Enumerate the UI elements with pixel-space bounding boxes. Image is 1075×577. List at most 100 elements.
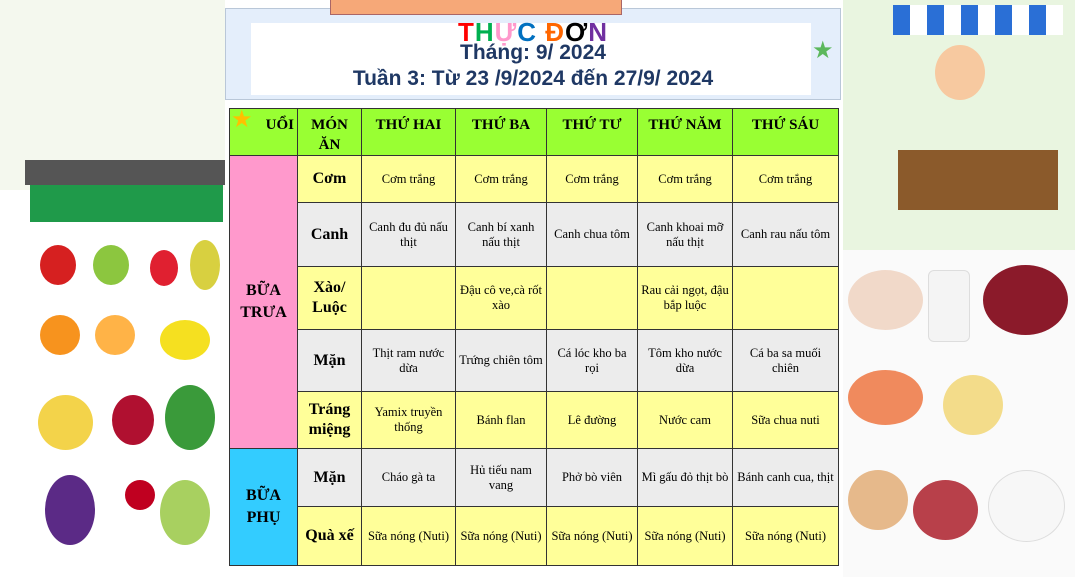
green-band [30, 185, 223, 222]
table-row: Mặn Thịt ram nước dừa Trứng chiên tôm Cá ló… [230, 329, 839, 392]
menu-cell: Cơm trắng [732, 155, 839, 203]
menu-title: THỰC ĐƠN [226, 17, 840, 48]
menu-cell: Nước cam [637, 391, 733, 449]
menu-cell: Bánh canh cua, thịt [732, 448, 839, 507]
orange-tab [330, 0, 622, 15]
vendor-image [935, 45, 985, 100]
market-vendor-illustration [843, 0, 1075, 250]
title-letter: C [517, 17, 538, 47]
menu-cell: Cơm trắng [637, 155, 733, 203]
table-row: BỮA TRƯA Cơm Cơm trắng Cơm trắng Cơm trắng Cơ… [229, 155, 839, 449]
dish-type: Canh [297, 202, 362, 267]
menu-cell: Cơm trắng [546, 155, 638, 203]
menu-cell: Sữa nóng (Nuti) [361, 506, 456, 566]
column-header: MÓN ĂN [297, 108, 362, 156]
beef-image [983, 265, 1068, 335]
green-apple-image [93, 245, 129, 285]
month-label: Tháng: 9/ 2024 [460, 41, 606, 64]
column-header: THỨ BA [455, 108, 547, 156]
title-letter: Đ [545, 17, 566, 47]
menu-cell: Cháo gà ta [361, 448, 456, 507]
column-header: THỨ SÁU [732, 108, 839, 156]
menu-cell: Yamix truyền thống [361, 391, 456, 449]
eggs-image [848, 470, 908, 530]
chicken-image [848, 270, 923, 330]
table-row: Tráng miệng Yamix truyền thống Bánh flan Lê… [230, 391, 839, 449]
dish-type: Cơm [297, 155, 362, 203]
table-row: BỮA PHỤ Mặn Cháo gà ta Hủ tiếu nam vang Phở … [229, 448, 839, 566]
title-letter: Ự [494, 17, 518, 47]
orange-image [40, 315, 80, 355]
menu-cell: Phở bò viên [546, 448, 638, 507]
menu-cell: Bánh flan [455, 391, 547, 449]
menu-cell: Canh khoai mỡ nấu thịt [637, 202, 733, 267]
menu-cell: Sữa nóng (Nuti) [732, 506, 839, 566]
awning [893, 5, 1063, 35]
column-header: UỔI [229, 108, 298, 156]
menu-cell [546, 266, 638, 330]
menu-cell [732, 266, 839, 330]
title-letter: Ơ [565, 17, 589, 47]
lemon-image [160, 320, 210, 360]
star-icon: ★ [812, 38, 834, 64]
yogurt-image [988, 470, 1065, 542]
header-banner: THỰC ĐƠN Tháng: 9/ 2024 Tuần 3: Từ 23 /9… [225, 8, 841, 100]
menu-panel: THỰC ĐƠN Tháng: 9/ 2024 Tuần 3: Từ 23 /9… [225, 0, 843, 577]
table-row: Xào/ Luộc Đậu cô ve,cà rốt xào Rau cải ngọ… [230, 266, 839, 330]
menu-cell: Tôm kho nước dừa [637, 329, 733, 392]
meal-label: BỮA PHỤ [229, 448, 298, 566]
menu-cell: Trứng chiên tôm [455, 329, 547, 392]
produce-stall [898, 150, 1058, 210]
title-letter: N [588, 17, 608, 47]
menu-cell: Mì gấu đỏ thịt bò [637, 448, 733, 507]
green-grapes-image [160, 480, 210, 545]
menu-cell: Canh rau nấu tôm [732, 202, 839, 267]
watermelon-image [165, 385, 215, 450]
salmon-image [848, 370, 923, 425]
menu-cell: Hủ tiếu nam vang [455, 448, 547, 507]
dish-type: Tráng miệng [297, 391, 362, 449]
ground-meat-image [913, 480, 978, 540]
meal-label: BỮA TRƯA [229, 155, 298, 449]
star-icon: ★ [231, 107, 253, 133]
dish-type: Mặn [297, 448, 362, 507]
dish-type: Xào/ Luộc [297, 266, 362, 330]
menu-cell: Cơm trắng [361, 155, 456, 203]
milk-image [928, 270, 970, 342]
menu-cell: Rau cải ngọt, đậu bắp luộc [637, 266, 733, 330]
menu-cell: Sữa nóng (Nuti) [546, 506, 638, 566]
menu-cell: Thịt ram nước dừa [361, 329, 456, 392]
pomegranate-image [112, 395, 154, 445]
stove-illustration [25, 160, 225, 185]
orange-slice-image [95, 315, 135, 355]
dish-type: Quà xế [297, 506, 362, 566]
cheese-image [943, 375, 1003, 435]
chef-kids-illustration [0, 0, 225, 190]
dish-type: Mặn [297, 329, 362, 392]
menu-cell: Cá lóc kho ba rọi [546, 329, 638, 392]
table-row: Canh Canh đu đủ nấu thịt Canh bí xanh nấu … [230, 202, 839, 267]
right-decoration-panel [843, 0, 1075, 577]
banana-image [38, 395, 93, 450]
menu-cell: Sữa nóng (Nuti) [637, 506, 733, 566]
pear-image [190, 240, 220, 290]
menu-cell: Canh chua tôm [546, 202, 638, 267]
column-header: THỨ HAI [361, 108, 456, 156]
menu-cell: Cá ba sa muối chiên [732, 329, 839, 392]
left-decoration-panel [0, 0, 225, 577]
menu-cell: Cơm trắng [455, 155, 547, 203]
week-range-label: Tuần 3: Từ 23 /9/2024 đến 27/9/ 2024 [352, 67, 714, 90]
menu-cell: Sữa chua nuti [732, 391, 839, 449]
header-row: UỔI MÓN ĂN THỨ HAI THỨ BA THỨ TƯ THỨ NĂM THỨ S… [229, 108, 839, 156]
cherry-image [125, 480, 155, 510]
table-row: Quà xế Sữa nóng (Nuti) Sữa nóng (Nuti) Sữa … [230, 506, 839, 566]
menu-cell: Canh bí xanh nấu thịt [455, 202, 547, 267]
column-header: THỨ NĂM [637, 108, 733, 156]
menu-cell: Đậu cô ve,cà rốt xào [455, 266, 547, 330]
menu-cell: Sữa nóng (Nuti) [455, 506, 547, 566]
title-letter: H [474, 17, 495, 47]
menu-cell: Canh đu đủ nấu thịt [361, 202, 456, 267]
menu-cell: Lê đường [546, 391, 638, 449]
menu-table: UỔI MÓN ĂN THỨ HAI THỨ BA THỨ TƯ THỨ NĂM THỨ S… [229, 108, 839, 566]
menu-cell [361, 266, 456, 330]
